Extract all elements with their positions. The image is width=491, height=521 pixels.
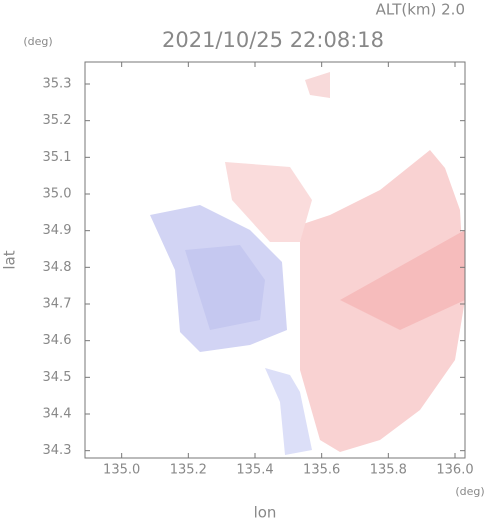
y-tick-label: 35.2	[43, 113, 72, 128]
strong-area	[340, 230, 465, 330]
y-tick-label: 34.9	[43, 223, 72, 238]
chart-title: 2021/10/25 22:08:18	[162, 28, 384, 52]
y-tick-label: 34.7	[43, 297, 72, 312]
receding-core	[185, 245, 265, 330]
y-tick-label: 34.8	[43, 260, 72, 275]
y-tick-label: 34.4	[43, 407, 72, 422]
y-tick-label: 34.5	[43, 370, 72, 385]
x-tick-label: 136.0	[436, 463, 473, 478]
x-tick-label: 135.2	[170, 463, 207, 478]
y-unit: (deg)	[23, 35, 52, 48]
x-tick-label: 135.4	[236, 463, 273, 478]
y-tick-label: 35.1	[43, 150, 72, 165]
altitude-label: ALT(km) 2.0	[376, 1, 465, 19]
y-tick-label: 35.0	[43, 187, 72, 202]
y-axis-label: lat	[1, 250, 19, 269]
y-tick-label: 35.3	[43, 77, 72, 92]
x-unit: (deg)	[455, 485, 484, 498]
y-tick-label: 34.6	[43, 333, 72, 348]
x-tick-label: 135.0	[103, 463, 140, 478]
x-axis-label: lon	[254, 504, 277, 521]
radar-field	[150, 72, 465, 455]
x-tick-label: 135.6	[303, 463, 340, 478]
x-tick-label: 135.8	[370, 463, 407, 478]
y-tick-label: 34.3	[43, 443, 72, 458]
upper-area	[225, 162, 312, 242]
plot-frame	[84, 61, 466, 459]
small-area	[305, 72, 330, 98]
lower-area	[265, 368, 312, 455]
